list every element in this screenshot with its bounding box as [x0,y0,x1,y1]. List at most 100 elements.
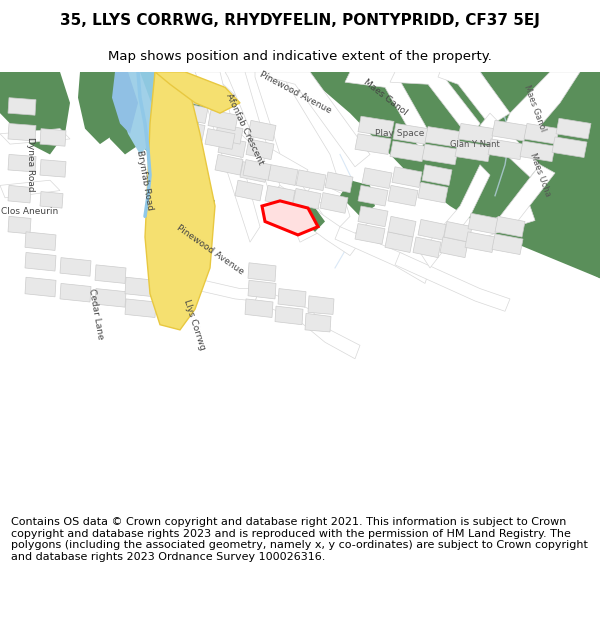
Polygon shape [305,180,350,211]
Polygon shape [305,313,331,332]
Polygon shape [40,129,66,146]
Polygon shape [240,162,268,182]
Polygon shape [320,192,348,213]
Polygon shape [248,281,276,299]
Polygon shape [413,237,441,258]
Polygon shape [418,219,446,240]
Polygon shape [0,72,70,154]
Polygon shape [112,72,138,134]
Polygon shape [243,159,271,180]
Text: Cedar Lane: Cedar Lane [87,288,105,341]
Polygon shape [520,141,555,162]
Polygon shape [248,262,276,281]
Polygon shape [355,134,391,154]
Polygon shape [293,189,321,209]
Polygon shape [125,299,156,318]
Polygon shape [278,289,306,307]
Polygon shape [25,232,56,251]
Polygon shape [175,186,215,221]
Polygon shape [370,72,550,206]
Polygon shape [155,72,240,113]
Polygon shape [458,124,494,144]
Polygon shape [195,72,260,242]
Polygon shape [40,159,66,177]
Polygon shape [422,165,452,186]
Polygon shape [178,85,208,106]
Polygon shape [215,124,243,144]
Polygon shape [60,258,91,276]
Polygon shape [425,127,461,148]
Polygon shape [8,186,31,203]
Polygon shape [358,186,388,206]
Polygon shape [225,72,280,196]
Polygon shape [218,137,246,158]
Polygon shape [438,72,510,126]
Polygon shape [125,278,156,297]
Polygon shape [8,124,36,141]
Polygon shape [360,72,480,154]
Polygon shape [260,149,308,186]
Polygon shape [0,180,60,198]
Polygon shape [175,121,205,141]
Polygon shape [8,98,36,115]
Polygon shape [235,180,263,201]
Polygon shape [25,253,56,271]
Polygon shape [444,221,472,242]
Polygon shape [524,124,559,144]
Polygon shape [155,72,215,118]
Polygon shape [388,216,416,237]
Polygon shape [418,182,448,203]
Polygon shape [440,237,468,258]
Polygon shape [310,72,600,278]
Polygon shape [190,278,260,301]
Polygon shape [362,168,392,189]
Polygon shape [262,201,318,235]
Polygon shape [505,72,580,129]
Polygon shape [492,121,527,141]
Polygon shape [95,289,126,307]
Polygon shape [385,232,413,253]
Polygon shape [245,299,273,318]
Polygon shape [100,72,145,154]
Text: Glan Y Nant: Glan Y Nant [450,139,500,149]
Polygon shape [78,72,120,144]
Polygon shape [246,139,274,159]
Polygon shape [308,296,334,314]
Text: Pinewood Avenue: Pinewood Avenue [257,70,332,115]
Polygon shape [275,306,303,325]
Polygon shape [25,278,56,297]
Polygon shape [498,165,555,229]
Text: Map shows position and indicative extent of the property.: Map shows position and indicative extent… [108,49,492,62]
Polygon shape [492,234,523,254]
Text: 35, LLYS CORRWG, RHYDYFELIN, PONTYPRIDD, CF37 5EJ: 35, LLYS CORRWG, RHYDYFELIN, PONTYPRIDD,… [60,12,540,28]
Text: Maes Ucha: Maes Ucha [528,152,552,198]
Polygon shape [395,253,510,311]
Polygon shape [270,186,360,256]
Polygon shape [490,72,600,154]
Polygon shape [268,72,370,167]
Polygon shape [392,167,422,187]
Polygon shape [480,113,540,177]
Text: Pinewood Avenue: Pinewood Avenue [175,222,245,276]
Text: Clos Aneurin: Clos Aneurin [1,207,59,216]
Polygon shape [422,144,458,165]
Polygon shape [340,180,375,216]
Polygon shape [495,216,525,237]
Polygon shape [178,103,208,124]
Polygon shape [355,224,385,244]
Polygon shape [468,213,498,234]
Polygon shape [295,196,325,232]
Text: Contains OS data © Crown copyright and database right 2021. This information is : Contains OS data © Crown copyright and d… [11,517,587,562]
Polygon shape [296,170,326,191]
Polygon shape [255,72,350,232]
Polygon shape [128,72,165,154]
Polygon shape [556,118,591,139]
Polygon shape [40,192,63,208]
Polygon shape [8,216,31,234]
Polygon shape [255,289,360,359]
Text: Maes Ganol: Maes Ganol [523,83,548,132]
Polygon shape [388,186,418,206]
Polygon shape [420,165,490,268]
Polygon shape [300,72,600,278]
Text: Brynfab Road: Brynfab Road [135,149,155,211]
